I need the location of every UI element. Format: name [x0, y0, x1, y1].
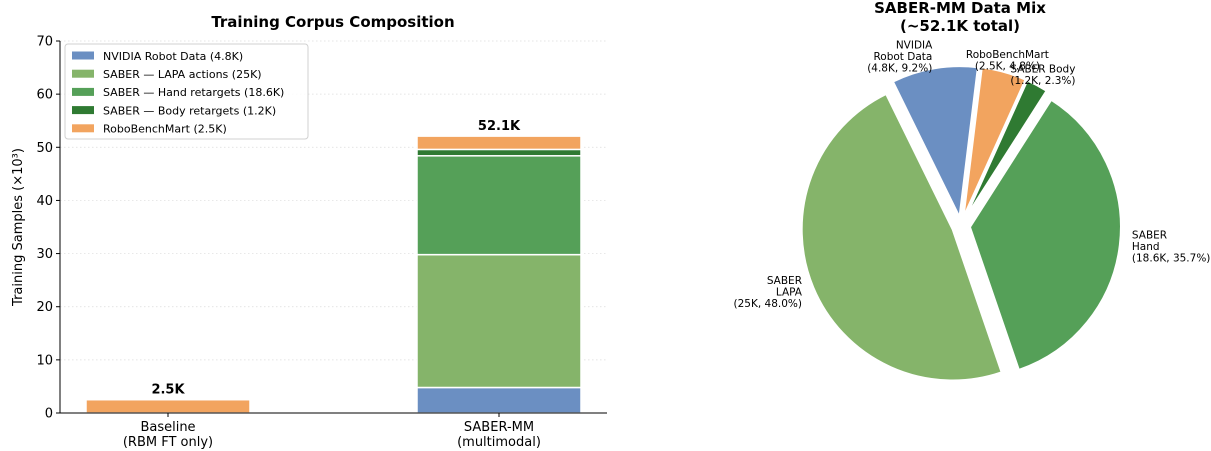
- pie-chart: SABER-MM Data Mix (~52.1K total) NVIDIAR…: [734, 0, 1211, 382]
- legend-label: RoboBenchMart (2.5K): [103, 123, 227, 136]
- bar-segment: [85, 398, 251, 414]
- bar-segment: [416, 135, 582, 151]
- legend-label: NVIDIA Robot Data (4.8K): [103, 50, 243, 63]
- legend-label: SABER — Hand retargets (18.6K): [103, 86, 284, 99]
- pie-slice: [964, 79, 1048, 220]
- legend-swatch: [72, 51, 94, 60]
- pie-slice-label: RoboBenchMart: [966, 49, 1049, 61]
- bar-total-label: 2.5K: [151, 383, 185, 398]
- bar-total-labels: 2.5K 52.1K: [151, 119, 521, 398]
- y-tick-label: 10: [36, 353, 53, 368]
- pie-slice-label: (1.2K, 2.3%): [1010, 75, 1075, 87]
- x-tick-label: (RBM FT only): [123, 435, 213, 450]
- legend-label: SABER — LAPA actions (25K): [103, 68, 262, 81]
- legend: NVIDIA Robot Data (4.8K) SABER — LAPA act…: [64, 43, 309, 140]
- x-tick-label: SABER-MM: [464, 420, 534, 435]
- y-tick-label: 50: [36, 141, 53, 156]
- pie-slice-label: Robot Data: [873, 51, 932, 63]
- bar-segment: [416, 386, 582, 414]
- pie-slice-label: Hand: [1132, 241, 1160, 253]
- pie-slice-label: SABER Body: [1010, 63, 1075, 75]
- legend-swatch: [72, 87, 94, 96]
- legend-items: NVIDIA Robot Data (4.8K) SABER — LAPA act…: [72, 50, 284, 136]
- bar-chart-title: Training Corpus Composition: [211, 13, 454, 31]
- legend-swatch: [72, 106, 94, 115]
- bar-segment: [416, 155, 582, 256]
- y-tick-label: 60: [36, 88, 53, 103]
- y-tick-label: 0: [45, 407, 53, 422]
- pie-slice-label: (25K, 48.0%): [734, 298, 802, 310]
- legend-swatch: [72, 124, 94, 133]
- pie-slice-label: LAPA: [776, 286, 803, 298]
- bar-segment: [416, 148, 582, 157]
- y-axis-ticks: 0 10 20 30 40 50 60 70: [36, 35, 60, 422]
- pie-slice: [891, 65, 979, 219]
- legend-swatch: [72, 69, 94, 78]
- bar-segments: [85, 135, 582, 414]
- y-tick-label: 20: [36, 300, 53, 315]
- legend-box: [64, 43, 309, 140]
- pie-slice-label: (4.8K, 9.2%): [867, 62, 932, 74]
- pie-slice-label: (2.5K, 4.8%): [975, 60, 1040, 72]
- gridlines: [60, 40, 607, 361]
- pie-chart-subtitle: (~52.1K total): [900, 17, 1020, 35]
- y-tick-label: 30: [36, 247, 53, 262]
- bar-segment: [416, 253, 582, 389]
- y-tick-label: 70: [36, 35, 53, 50]
- pie-slice: [962, 66, 1027, 219]
- x-tick-label: Baseline: [140, 420, 195, 435]
- pie-slice-label: SABER: [1132, 229, 1167, 241]
- pie-slice: [968, 98, 1122, 371]
- pie-slice-label: (18.6K, 35.7%): [1132, 252, 1211, 264]
- y-tick-label: 40: [36, 194, 53, 209]
- x-axis-ticks: Baseline(RBM FT only) SABER-MM(multimodal…: [123, 413, 541, 450]
- legend-label: SABER — Body retargets (1.2K): [103, 104, 276, 117]
- pie-slices: [800, 65, 1122, 382]
- bar-chart: Training Corpus Composition 2.5K 52.1K 0 1…: [11, 13, 607, 450]
- x-tick-label: (multimodal): [457, 435, 541, 450]
- bar-total-label: 52.1K: [478, 119, 521, 134]
- pie-slice-label: SABER: [767, 275, 802, 287]
- pie-chart-title: SABER-MM Data Mix: [874, 0, 1046, 17]
- y-axis-label: Training Samples (×10³): [11, 148, 26, 307]
- pie-slice: [800, 92, 1003, 382]
- pie-slice-label: NVIDIA: [896, 39, 933, 51]
